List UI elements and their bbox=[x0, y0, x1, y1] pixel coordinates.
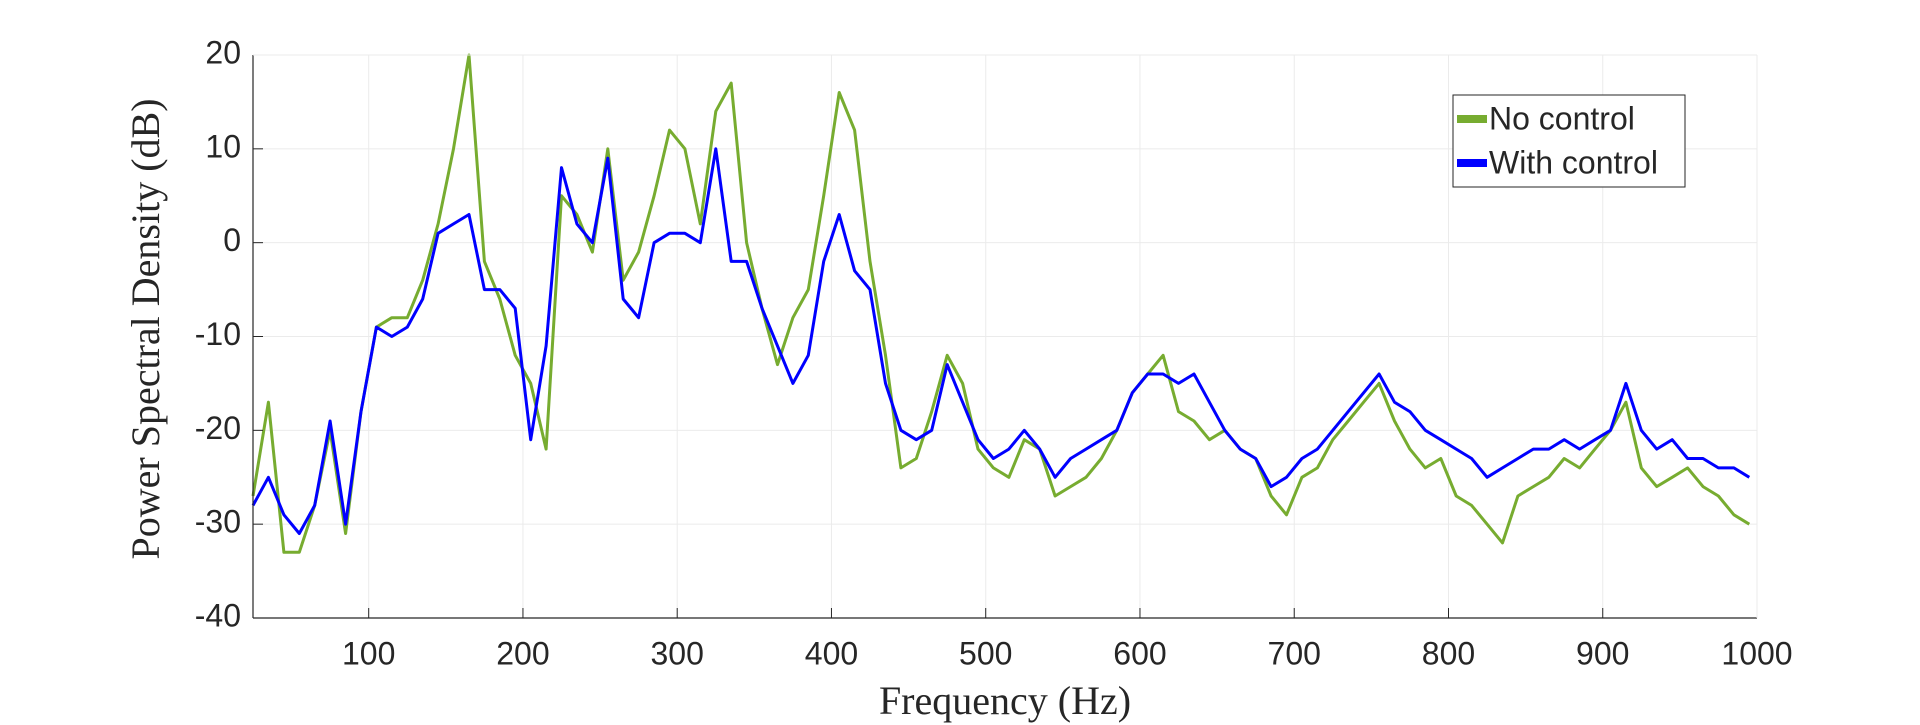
y-tick-label: -30 bbox=[195, 504, 241, 540]
x-tick-label: 500 bbox=[959, 635, 1012, 671]
x-tick-label: 700 bbox=[1268, 635, 1321, 671]
plot-lines bbox=[251, 53, 1751, 554]
legend-label: No control bbox=[1489, 100, 1635, 136]
x-tick-label: 100 bbox=[342, 635, 395, 671]
series-line bbox=[251, 147, 1751, 535]
y-tick-label: 0 bbox=[223, 222, 241, 258]
x-tick-label: 1000 bbox=[1721, 635, 1792, 671]
x-tick-label: 400 bbox=[805, 635, 858, 671]
x-tick-label: 200 bbox=[496, 635, 549, 671]
legend-label: With control bbox=[1489, 144, 1658, 180]
y-axis-label: Power Spectral Density (dB) bbox=[123, 98, 168, 559]
y-tick-label: -20 bbox=[195, 410, 241, 446]
series-line bbox=[251, 53, 1751, 554]
x-tick-label: 600 bbox=[1113, 635, 1166, 671]
legend-box bbox=[1452, 94, 1686, 188]
x-axis-label: Frequency (Hz) bbox=[879, 678, 1131, 723]
x-tick-label: 900 bbox=[1576, 635, 1629, 671]
x-tick-label: 800 bbox=[1422, 635, 1475, 671]
axes: -40 -30 -20 -10 0 10 20 100 200 300 400 500 600 700 80… bbox=[195, 34, 1793, 671]
y-tick-label: -40 bbox=[195, 597, 241, 633]
y-tick-label: -10 bbox=[195, 316, 241, 352]
y-tick-label: 20 bbox=[205, 34, 241, 70]
y-tick-label: 10 bbox=[205, 128, 241, 164]
legend: No control With control bbox=[1452, 94, 1686, 188]
x-tick-label: 300 bbox=[651, 635, 704, 671]
